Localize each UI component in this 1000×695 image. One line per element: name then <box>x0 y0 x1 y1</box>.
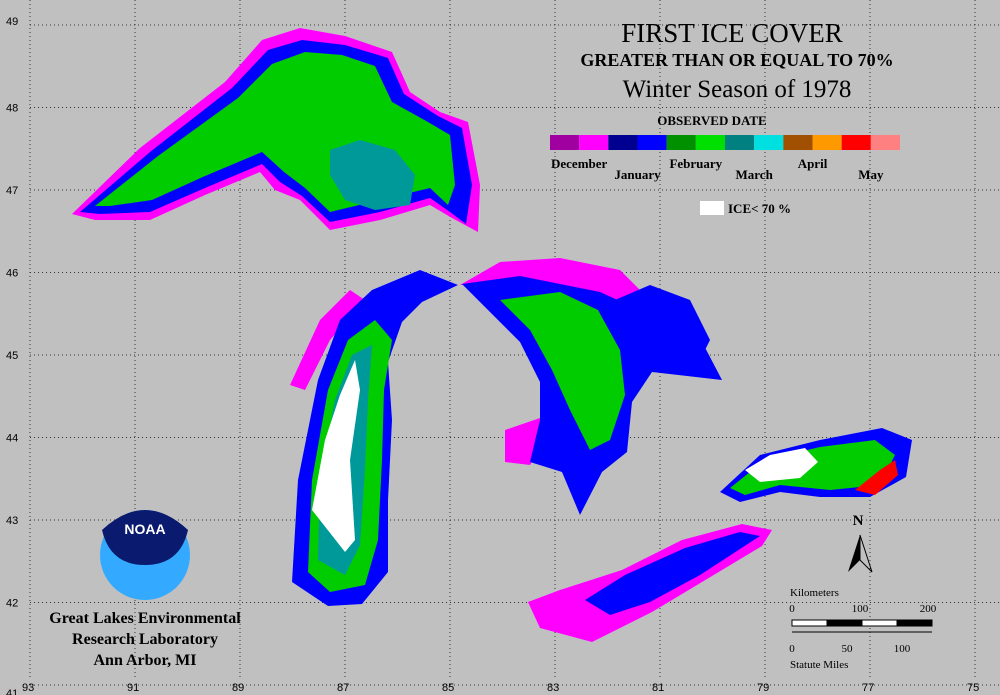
legend-white-label: ICE< 70 % <box>728 201 791 216</box>
lake-ontario <box>720 428 912 502</box>
noaa-logo: NOAA <box>100 510 190 600</box>
season: Winter Season of 1978 <box>623 76 852 103</box>
latitude-label: 46 <box>6 268 18 280</box>
north-label: N <box>853 513 864 529</box>
legend-swatch <box>637 135 667 150</box>
legend-swatch <box>870 135 900 150</box>
legend-label: April <box>798 156 828 171</box>
longitude-label: 77 <box>862 682 874 694</box>
legend-swatch <box>725 135 755 150</box>
scale-bar: 0 100 200 0 50 100 <box>789 603 937 655</box>
ice-december <box>460 258 640 300</box>
latitude-label: 47 <box>6 185 18 197</box>
legend-title: OBSERVED DATE <box>657 113 766 128</box>
ice-march <box>330 140 415 210</box>
lake-superior <box>72 28 480 232</box>
legend-swatch <box>666 135 696 150</box>
ice-january <box>585 532 760 615</box>
latitude-label: 45 <box>6 350 18 362</box>
latitude-label: 49 <box>6 16 18 28</box>
latitude-label: 41 <box>6 688 18 695</box>
latitude-label: 48 <box>6 103 18 115</box>
credit-line: Research Laboratory <box>72 631 218 648</box>
legend-swatch <box>608 135 638 150</box>
latitude-label: 44 <box>6 433 18 445</box>
scale-mi-tick: 0 <box>789 643 795 655</box>
logo-text: NOAA <box>124 521 165 537</box>
scale-km-tick: 100 <box>852 603 869 615</box>
credit-line: Ann Arbor, MI <box>94 652 197 669</box>
legend-swatch <box>812 135 842 150</box>
ice-less-70 <box>745 448 818 482</box>
legend: December January February March April May <box>550 135 900 182</box>
lake-huron <box>460 258 722 515</box>
latitude-label: 42 <box>6 598 18 610</box>
ice-february <box>730 440 895 495</box>
longitude-label: 93 <box>22 682 34 694</box>
scale-segment <box>861 619 898 627</box>
subtitle: GREATER THAN OR EQUAL TO 70% <box>580 50 893 70</box>
legend-label: December <box>551 156 608 171</box>
scale-segment <box>826 619 863 627</box>
longitude-label: 91 <box>127 682 139 694</box>
longitude-label: 79 <box>757 682 769 694</box>
scale-mi-title: Statute Miles <box>790 659 848 671</box>
ice-may <box>855 460 898 495</box>
scale-segment <box>896 619 933 627</box>
longitude-label: 85 <box>442 682 454 694</box>
lake-erie <box>528 524 772 642</box>
latitude-label: 43 <box>6 515 18 527</box>
north-arrow <box>859 534 873 573</box>
legend-label: March <box>736 167 774 182</box>
logo-bird <box>102 510 188 565</box>
ice-january <box>615 285 710 360</box>
scale-mi-tick: 50 <box>842 643 854 655</box>
legend-swatch <box>754 135 784 150</box>
ice-less-70 <box>312 360 360 552</box>
ice-february <box>500 292 625 450</box>
longitude-label: 75 <box>967 682 979 694</box>
legend-white-swatch <box>700 201 724 215</box>
north-arrow <box>848 535 860 572</box>
longitude-label: 81 <box>652 682 664 694</box>
title: FIRST ICE COVER <box>621 18 843 48</box>
scale-mi-tick: 100 <box>894 643 911 655</box>
scale-km-tick: 200 <box>920 603 937 615</box>
scale-km-tick: 0 <box>789 603 795 615</box>
legend-swatch <box>550 135 580 150</box>
longitude-label: 89 <box>232 682 244 694</box>
scale-km-title: Kilometers <box>790 587 839 599</box>
longitude-label: 83 <box>547 682 559 694</box>
legend-swatch <box>695 135 725 150</box>
legend-swatch <box>841 135 871 150</box>
legend-label: January <box>614 167 661 182</box>
credit-line: Great Lakes Environmental <box>49 610 241 627</box>
legend-swatch <box>579 135 609 150</box>
legend-label: February <box>669 156 722 171</box>
lake-michigan <box>290 270 458 606</box>
scale-segment <box>791 619 828 627</box>
legend-label: May <box>858 167 884 182</box>
longitude-label: 87 <box>337 682 349 694</box>
legend-swatch <box>783 135 813 150</box>
